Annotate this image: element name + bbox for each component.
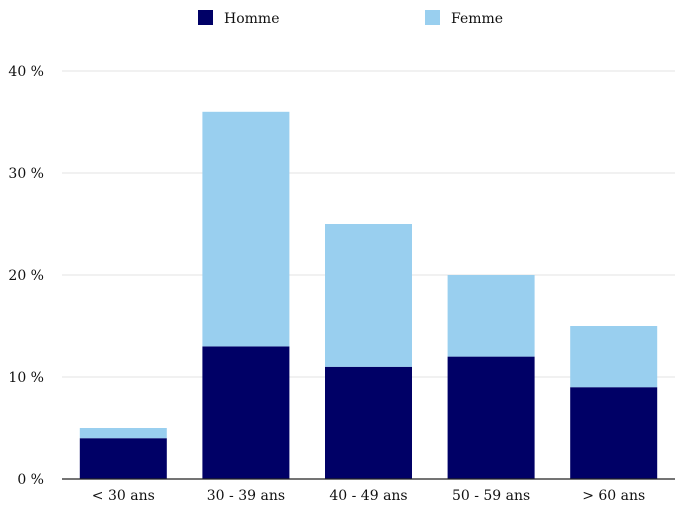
bar-homme-3 xyxy=(447,356,535,479)
bars xyxy=(79,111,658,479)
x-tick-label: < 30 ans xyxy=(92,488,155,504)
y-tick-label: 10 % xyxy=(8,370,44,386)
bar-femme-4 xyxy=(570,326,658,388)
x-tick-label: 40 - 49 ans xyxy=(329,488,407,504)
legend: Homme Femme xyxy=(198,10,503,27)
y-tick-label: 20 % xyxy=(8,268,44,284)
y-tick-label: 40 % xyxy=(8,64,44,80)
legend-swatch-femme xyxy=(425,10,440,25)
y-tick-label: 0 % xyxy=(17,472,44,488)
legend-label-homme: Homme xyxy=(224,11,279,27)
bar-homme-1 xyxy=(202,346,290,479)
legend-label-femme: Femme xyxy=(451,11,503,27)
bar-homme-2 xyxy=(325,366,412,479)
x-tick-label: > 60 ans xyxy=(582,488,645,504)
y-tick-label: 30 % xyxy=(8,166,44,182)
axes: 0 % 10 % 20 % 30 % 40 % < 30 ans 30 - 39 ans 40… xyxy=(8,64,675,504)
bar-femme-1 xyxy=(202,111,290,347)
x-tick-label: 50 - 59 ans xyxy=(452,488,530,504)
bar-femme-0 xyxy=(79,428,167,439)
x-tick-label: 30 - 39 ans xyxy=(207,488,285,504)
bar-femme-2 xyxy=(325,224,412,367)
bar-homme-0 xyxy=(79,438,167,479)
bar-femme-3 xyxy=(447,275,535,357)
bar-homme-4 xyxy=(570,387,658,479)
legend-swatch-homme xyxy=(198,10,213,25)
